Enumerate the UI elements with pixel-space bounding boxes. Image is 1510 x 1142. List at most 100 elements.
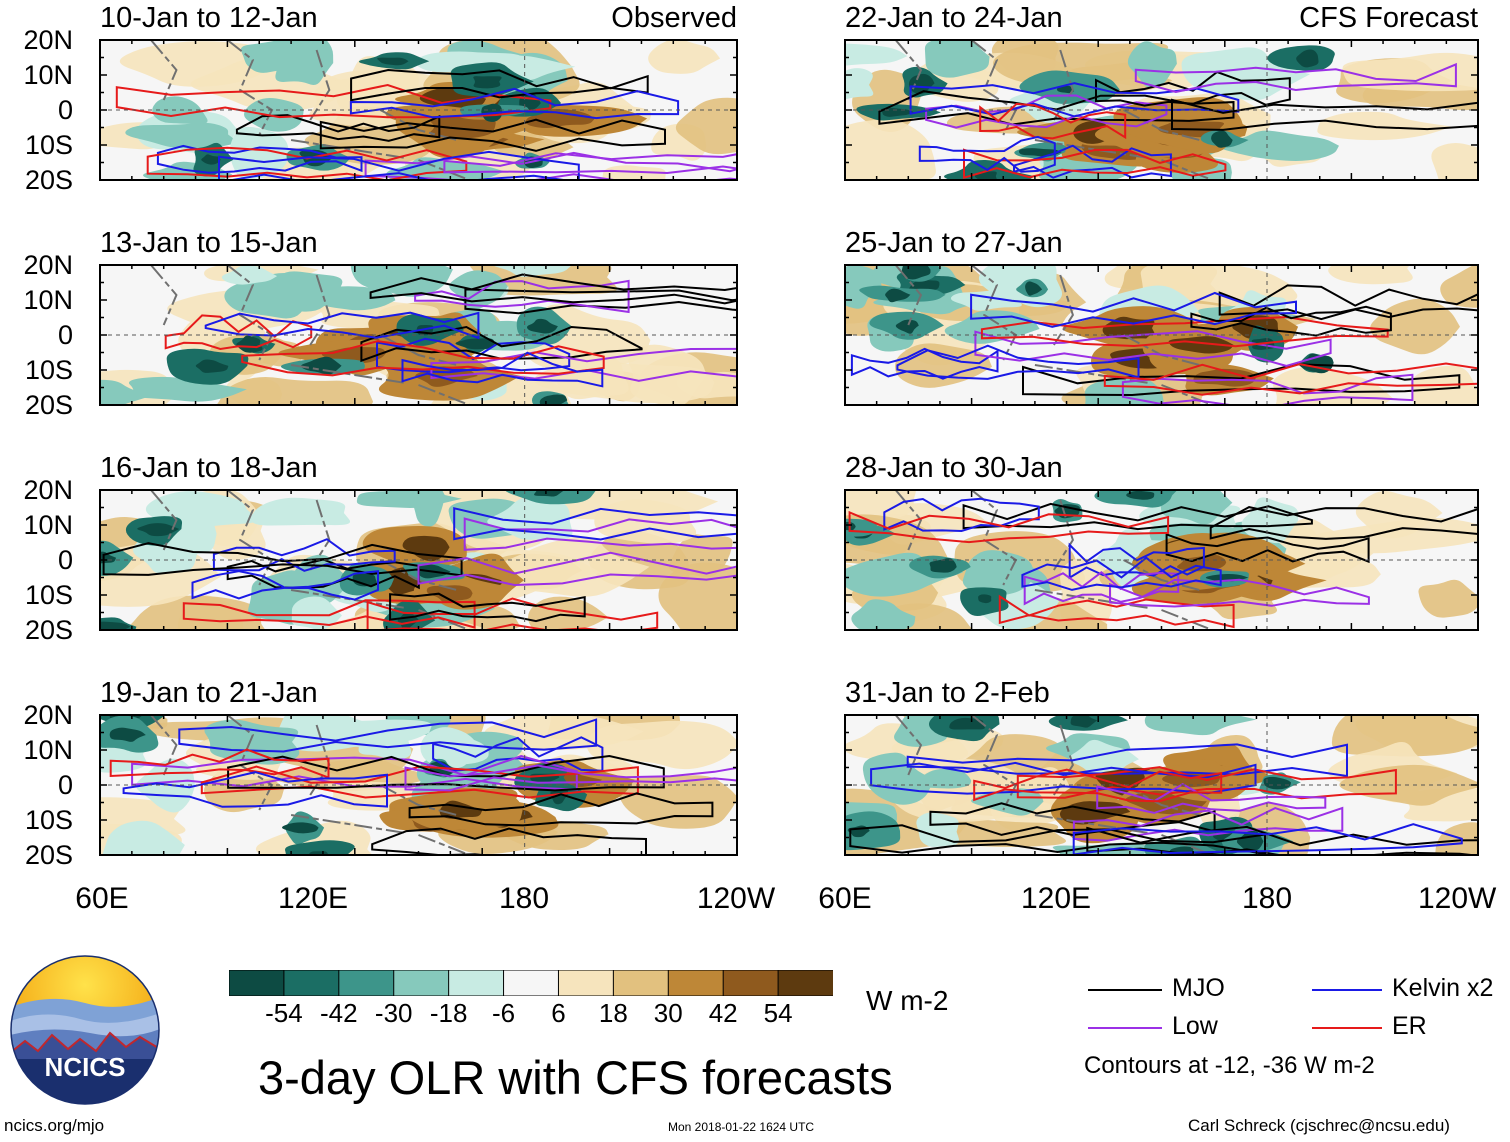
olr-anomaly-blob [204,719,300,765]
colorbar-tick-label: 6 [551,998,566,1028]
lat-label: 10N [23,510,73,540]
legend-label-mjo: MJO [1172,974,1225,1002]
olr-anomaly-blob [1144,715,1257,736]
wave-contour [909,82,1240,118]
olr-anomaly-blob [908,73,935,94]
lat-label: 20S [24,615,73,645]
colorbar-swatch [722,970,780,996]
olr-anomaly-blob [675,97,737,155]
lon-label-60e-right: 60E [818,882,872,915]
olr-anomaly-blob [128,376,247,402]
olr-anomaly-blob [1025,281,1043,296]
olr-anomaly-blob [137,523,180,537]
colorbar-units: W m-2 [866,985,949,1016]
wave-contour [389,592,586,623]
olr-anomaly-blob [909,279,940,292]
olr-anomaly-blob [919,768,972,789]
footer-credit: Carl Schreck (cjschrec@ncsu.edu) [1188,1116,1450,1135]
olr-map-panel-6 [844,489,1479,631]
olr-anomaly-blob [1159,490,1233,525]
olr-anomaly-blob [658,562,737,630]
olr-anomaly-blob [648,40,721,74]
olr-anomaly-blob [1210,69,1271,99]
legend-line-low [1088,1027,1162,1029]
olr-map-panel-7 [99,714,738,856]
olr-anomaly-blob [845,811,901,851]
olr-anomaly-blob [1177,554,1227,572]
olr-anomaly-blob [862,752,934,805]
wave-contour [371,827,647,855]
olr-anomaly-blob [125,122,236,149]
colorbar-swatch [338,970,395,996]
olr-anomaly-blob [195,359,229,373]
lat-label: 20N [23,250,73,280]
legend-label-er: ER [1392,1012,1427,1040]
panel-title-8: 31-Jan to 2-Feb [845,677,1050,709]
wave-contour [178,718,598,753]
wave-contour [417,551,737,587]
olr-colorbar [229,970,833,996]
wave-contour [369,273,737,305]
main-title: 3-day OLR with CFS forecasts [258,1051,893,1104]
wave-contour [204,311,480,340]
wave-contour [1171,98,1478,131]
olr-anomaly-blob [1418,579,1478,618]
olr-anomaly-blob [1431,142,1478,180]
wave-contour [401,351,604,388]
wave-contour [979,102,1127,140]
lat-label: 20N [23,475,73,505]
colorbar-swatch [448,970,505,996]
lon-label-120w-left: 120W [696,882,776,915]
wave-contour [1103,362,1478,396]
olr-anomaly-blob [1219,130,1339,161]
lat-label: 10N [23,60,73,90]
olr-anomaly-blob [851,599,916,630]
footer-url[interactable]: ncics.org/mjo [4,1116,105,1135]
colorbar-tick-label: 42 [708,998,738,1028]
legend-label-low: Low [1172,1012,1218,1040]
wave-contour [962,502,1313,531]
olr-anomaly-blob [285,840,355,855]
lat-label: 20S [24,390,73,420]
olr-anomaly-blob [236,335,263,353]
lon-label-120e-left: 120E [277,882,349,915]
olr-anomaly-blob [528,596,609,630]
olr-anomaly-blob [327,719,432,748]
wave-contour [918,135,1056,173]
wave-contour [883,497,1040,533]
olr-anomaly-blob [586,720,737,770]
coastline [150,265,470,405]
olr-anomaly-blob [978,594,992,604]
wave-contour [404,764,737,792]
olr-anomaly-blob [845,119,936,180]
olr-anomaly-blob [962,550,1035,596]
wave-contour [241,340,605,377]
wave-contour [191,570,379,601]
lon-label-120e-right: 120E [1020,882,1092,915]
olr-map-panel-1 [99,39,738,181]
olr-anomaly-blob [1328,265,1413,285]
lon-label-180-right: 180 [1241,882,1293,915]
lat-label: 0 [57,770,73,800]
wave-contour [848,510,1170,544]
wave-contour [998,594,1235,629]
olr-anomaly-blob [489,536,650,597]
olr-anomaly-blob [230,126,290,180]
olr-anomaly-blob [1052,842,1151,855]
wave-contour [1096,782,1327,814]
olr-anomaly-blob [1263,776,1291,790]
panel-tag-observed: Observed [611,2,737,34]
colorbar-swatch [777,970,833,996]
wave-contour [227,754,665,792]
olr-anomaly-blob [473,76,502,89]
olr-anomaly-blob [1308,517,1478,554]
wave-contour [443,152,737,175]
olr-anomaly-blob [949,717,985,730]
wave-contour [122,771,388,808]
wave-contour [350,68,649,102]
olr-anomaly-blob [539,394,568,405]
olr-anomaly-blob [152,96,208,124]
wave-contour [850,347,999,380]
olr-anomaly-blob [525,108,595,128]
wave-contour [115,83,552,119]
